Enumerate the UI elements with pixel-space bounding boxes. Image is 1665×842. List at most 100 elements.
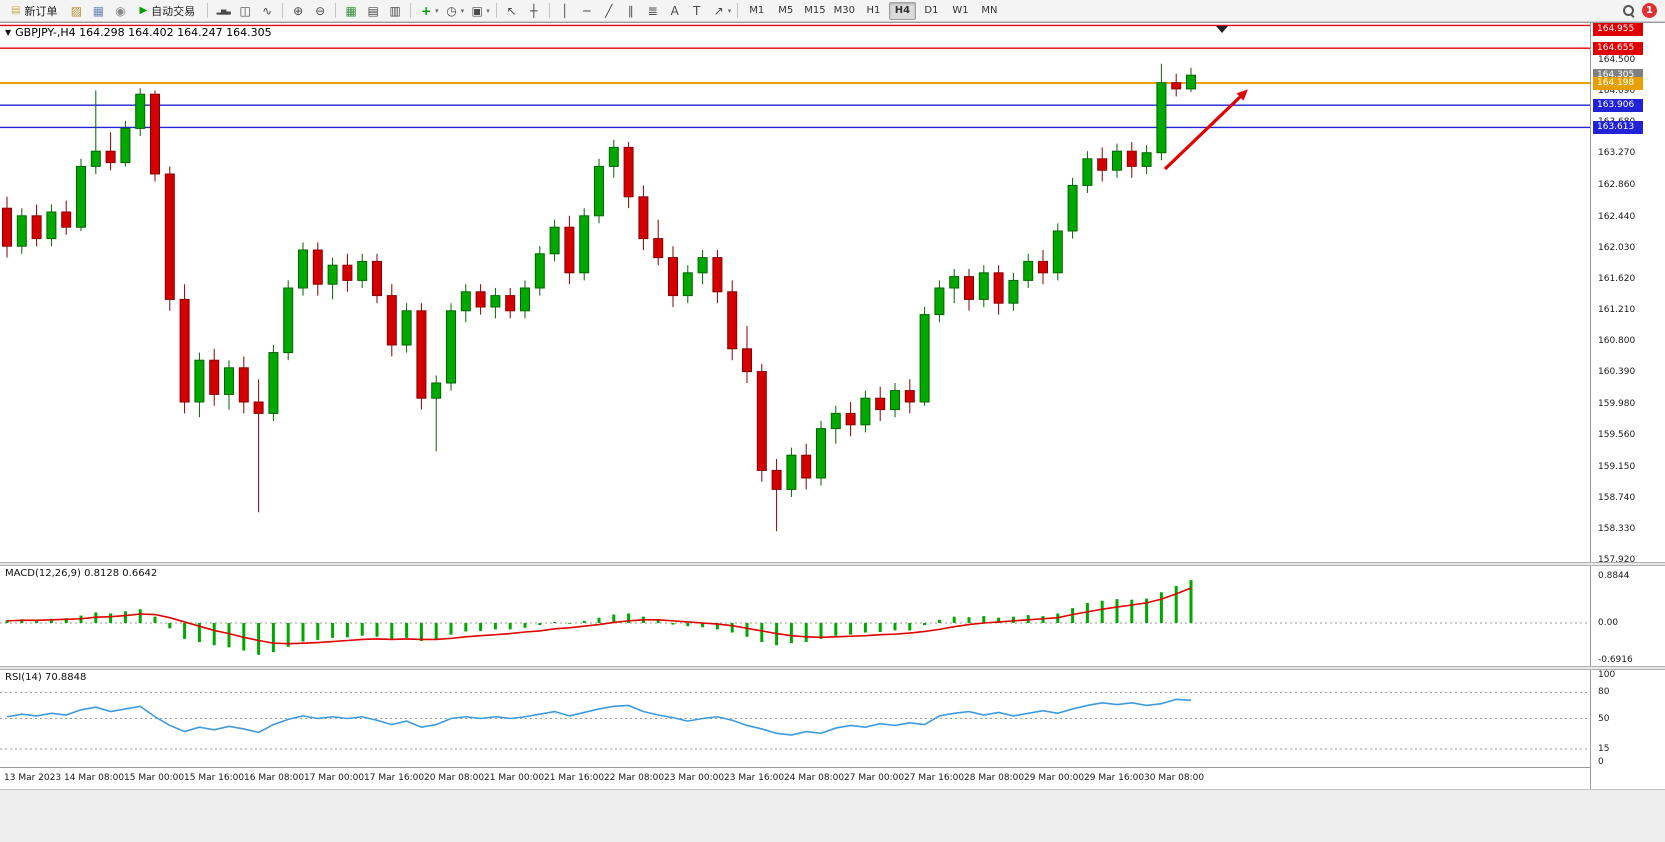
rsi-canvas[interactable] xyxy=(0,670,1590,767)
time-axis-label: 13 Mar 2023 xyxy=(4,773,62,783)
template-icon-dropdown[interactable]: ▾ xyxy=(486,6,490,15)
candlestick-chart-type-icon[interactable]: ◫ xyxy=(239,3,251,18)
toolbar-separator xyxy=(548,3,550,18)
timeframe-button-m1[interactable]: M1 xyxy=(749,4,765,16)
timeframe-button-h1[interactable]: H1 xyxy=(866,4,881,16)
arrow-tools-icon-dropdown[interactable]: ▾ xyxy=(727,6,732,15)
timeframe-button-w1[interactable]: W1 xyxy=(952,4,969,16)
candle-body xyxy=(904,390,915,403)
arrange-horizontal-icon[interactable]: ▤ xyxy=(367,3,379,18)
macd-histogram-bar xyxy=(834,623,838,636)
chart-workspace: ▼ GBPJPY-,H4 164.298 164.402 164.247 164… xyxy=(0,22,1665,790)
add-indicator-icon-dropdown[interactable]: ▾ xyxy=(435,6,439,15)
period-selector-icon-dropdown[interactable]: ▾ xyxy=(460,6,465,15)
time-axis-label: 28 Mar 08:00 xyxy=(964,773,1025,783)
trendline-icon[interactable]: ╱ xyxy=(605,3,613,18)
candle-body xyxy=(727,291,738,350)
market-watch-icon[interactable]: ◉ xyxy=(115,3,126,18)
auto-trading-button-label: 自动交易 xyxy=(151,4,196,18)
macd-canvas[interactable] xyxy=(0,566,1590,666)
pane-splitter[interactable] xyxy=(0,666,1665,670)
candle-body xyxy=(771,469,782,490)
time-axis[interactable]: 13 Mar 2023 14 Mar 08:00 15 Mar 00:00 15 Ma… xyxy=(0,767,1591,790)
candle-body xyxy=(327,264,338,285)
candle-body xyxy=(105,150,116,164)
candle-body xyxy=(460,291,471,312)
macd-histogram-bar xyxy=(923,623,927,626)
timeframe-button-m5[interactable]: M5 xyxy=(778,4,794,16)
vertical-line-icon[interactable]: │ xyxy=(561,3,569,18)
tile-windows-icon[interactable]: ▦ xyxy=(345,3,357,18)
candle-body xyxy=(31,215,42,240)
macd-histogram-bar xyxy=(686,623,690,627)
macd-axis-label: 0.8844 xyxy=(1598,571,1630,582)
new-order-button[interactable]: ▤ 新订单 xyxy=(5,2,63,20)
rsi-axis-label: 80 xyxy=(1598,687,1610,698)
line-chart-type-icon[interactable]: ∿ xyxy=(262,3,273,18)
macd-histogram-bar xyxy=(1174,585,1178,623)
add-indicator-icon[interactable]: + xyxy=(421,3,432,18)
main-price-axis[interactable]: 164.500164.090163.680163.270162.860162.4… xyxy=(1592,23,1664,565)
price-axis-label: 162.860 xyxy=(1598,179,1636,190)
macd-histogram-bar xyxy=(863,623,867,633)
chart-menu-icon[interactable]: ▼ xyxy=(5,28,12,37)
macd-histogram-bar xyxy=(5,620,9,623)
arrow-annotation-shaft[interactable] xyxy=(1163,95,1242,171)
macd-histogram-bar xyxy=(227,623,231,648)
horizontal-line-icon[interactable]: ─ xyxy=(583,3,591,18)
candle-body xyxy=(446,310,456,384)
toolbar-items: ▤ 新订单 ▨ ▦ ◉ ▶ 自动交易 ▂▅▃ ◫ ∿ ⊕ ⊖ ▦ ▤ ▥ + ▾ ◷ ▾ ▣ ▾ ↖ ┼ │ ─ ╱ ∥ ≣ A T ↗ ▾ M… xyxy=(3,0,1004,21)
macd-histogram-bar xyxy=(967,617,971,623)
timeframe-button-m15[interactable]: M15 xyxy=(804,4,826,16)
candle-body xyxy=(135,93,146,129)
time-axis-label: 21 Mar 00:00 xyxy=(484,773,545,783)
charts-cascade-icon[interactable]: ▨ xyxy=(70,3,83,18)
rsi-axis-label: 50 xyxy=(1598,713,1610,724)
profiles-icon[interactable]: ▦ xyxy=(92,3,105,18)
macd-label: MACD(12,26,9) 0.8128 0.6642 xyxy=(5,568,158,579)
macd-histogram-bar xyxy=(1071,608,1075,623)
channel-icon[interactable]: ∥ xyxy=(627,3,634,18)
notification-badge[interactable]: 1 xyxy=(1642,3,1657,18)
timeframe-button-mn[interactable]: MN xyxy=(981,4,998,16)
candle-body xyxy=(653,238,664,259)
main-chart-canvas[interactable] xyxy=(0,23,1590,562)
timeframe-button-d1[interactable]: D1 xyxy=(924,4,939,16)
arrange-vertical-icon[interactable]: ▥ xyxy=(389,3,401,18)
cursor-icon[interactable]: ↖ xyxy=(506,3,517,18)
pane-splitter[interactable] xyxy=(0,562,1665,566)
macd-histogram-bar xyxy=(49,618,53,623)
period-selector-icon[interactable]: ◷ xyxy=(446,3,457,18)
arrow-tools-icon[interactable]: ↗ xyxy=(713,3,724,18)
candle-body xyxy=(194,359,205,403)
auto-trading-button[interactable]: ▶ 自动交易 xyxy=(133,2,201,20)
macd-histogram-bar xyxy=(316,623,320,640)
text-icon[interactable]: A xyxy=(670,3,679,18)
candle-body xyxy=(520,287,530,312)
candle-body xyxy=(401,310,412,346)
candle-body xyxy=(1126,150,1137,167)
timeframe-button-m30[interactable]: M30 xyxy=(833,4,855,16)
candle-body xyxy=(697,257,708,274)
fibonacci-icon[interactable]: ≣ xyxy=(647,3,658,18)
rsi-axis-label: 100 xyxy=(1598,670,1616,680)
macd-histogram-bar xyxy=(908,623,912,631)
zoom-in-icon[interactable]: ⊕ xyxy=(293,3,304,18)
search-icon[interactable] xyxy=(1623,4,1635,17)
candle-body xyxy=(253,401,264,414)
macd-histogram-bar xyxy=(449,623,453,635)
macd-histogram-bar xyxy=(760,623,764,643)
crosshair-icon[interactable]: ┼ xyxy=(530,3,538,18)
label-icon[interactable]: T xyxy=(693,3,701,18)
macd-histogram-bar xyxy=(819,623,823,639)
candle-body xyxy=(209,359,220,395)
candle-body xyxy=(431,382,442,399)
bar-chart-type-icon[interactable]: ▂▅▃ xyxy=(216,6,231,15)
macd-histogram-bar xyxy=(582,620,586,623)
zoom-out-icon[interactable]: ⊖ xyxy=(315,3,326,18)
chart-shift-marker[interactable] xyxy=(1216,26,1228,33)
timeframe-button-h4[interactable]: H4 xyxy=(888,1,916,20)
macd-histogram-bar xyxy=(345,623,349,638)
candle-body xyxy=(816,428,826,479)
template-icon[interactable]: ▣ xyxy=(471,3,483,18)
